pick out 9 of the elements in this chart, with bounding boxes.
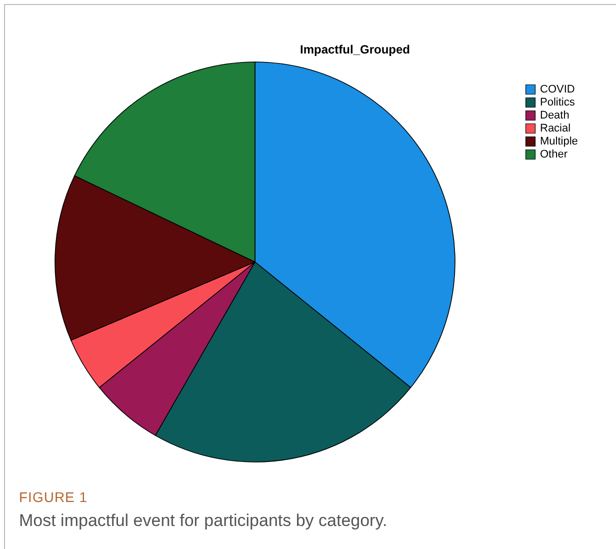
legend-label: Racial <box>540 122 571 134</box>
text: Most impactful event for participants by category. <box>19 511 388 531</box>
caption: FIGURE 1 <box>19 489 89 505</box>
legend-label: Death <box>540 110 570 122</box>
legend-label: Multiple <box>540 136 578 148</box>
legend-label: Politics <box>540 96 576 108</box>
chart-title: Impactful_Grouped <box>300 42 410 56</box>
legend-label: COVID <box>540 84 575 96</box>
legend-label: Other <box>540 148 568 160</box>
